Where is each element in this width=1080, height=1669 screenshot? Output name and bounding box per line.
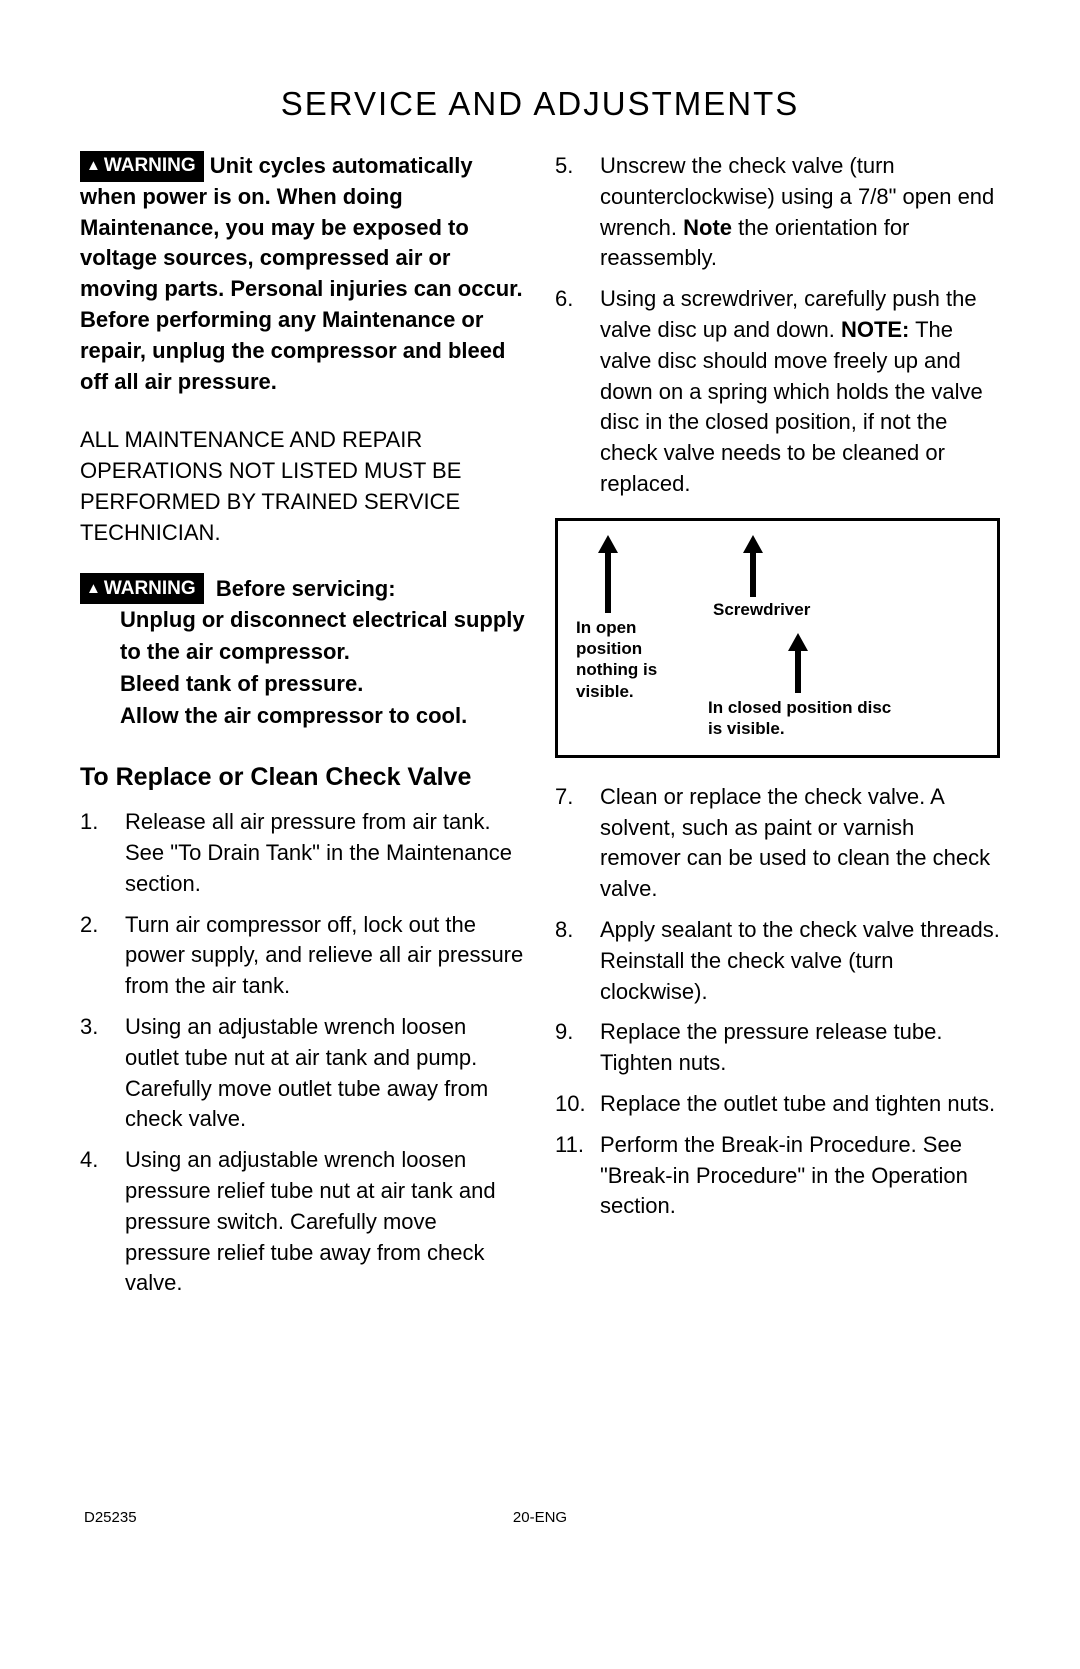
left-column: ▲WARNINGUnit cycles automatically when p… [80,151,525,1309]
warning-badge-icon: ▲WARNING [80,573,204,605]
footer-page-number: 20-ENG [513,1509,567,1526]
arrow-up-icon [788,633,808,693]
arrow-up-icon [743,535,763,597]
step-item: 8.Apply sealant to the check valve threa… [555,915,1000,1007]
step-number: 6. [555,284,600,315]
warning-label: WARNING [104,578,196,599]
warning-badge-icon: ▲WARNING [80,151,204,182]
step-item: 2.Turn air compressor off, lock out the … [80,910,525,1002]
step-item: 5. Unscrew the check valve (turn counter… [555,151,1000,274]
step-item: 4.Using an adjustable wrench loosen pres… [80,1145,525,1299]
step-text: Unscrew the check valve (turn counterclo… [600,151,1000,274]
step-item: 6. Using a screwdriver, carefully push t… [555,284,1000,500]
step-item: 3.Using an adjustable wrench loosen outl… [80,1012,525,1135]
warning-1-text: Unit cycles automatically when power is … [80,153,523,394]
step-text-post: The valve disc should move freely up and… [600,317,983,496]
all-maintenance-note: ALL MAINTENANCE AND REPAIR OPERATIONS NO… [80,425,525,548]
steps-list-right-post: 7.Clean or replace the check valve. A so… [555,782,1000,1222]
step-item: 11.Perform the Break-in Procedure. See "… [555,1130,1000,1222]
step-number: 2. [80,910,125,941]
step-item: 9.Replace the pressure release tube. Tig… [555,1017,1000,1079]
step-item: 7.Clean or replace the check valve. A so… [555,782,1000,905]
footer-doc-id: D25235 [84,1509,137,1526]
step-text-bold: NOTE: [841,317,909,342]
page-footer: D25235 20-ENG [80,1509,1000,1526]
step-number: 10. [555,1089,600,1120]
step-number: 1. [80,807,125,838]
step-text: Clean or replace the check valve. A solv… [600,782,1000,905]
arrow-up-icon [598,535,618,613]
step-text: Using a screwdriver, carefully push the … [600,284,1000,500]
warning-2-line: Bleed tank of pressure. [120,668,525,700]
step-text: Replace the pressure release tube. Tight… [600,1017,1000,1079]
step-text: Release all air pressure from air tank. … [125,807,525,899]
step-text: Turn air compressor off, lock out the po… [125,910,525,1002]
step-text: Replace the outlet tube and tighten nuts… [600,1089,1000,1120]
diagram-label-closed: In closed position disc is visible. [708,697,908,740]
page-title: SERVICE AND ADJUSTMENTS [80,85,1000,123]
right-column: 5. Unscrew the check valve (turn counter… [555,151,1000,1309]
step-number: 11. [555,1130,600,1161]
step-item: 1.Release all air pressure from air tank… [80,807,525,899]
content-columns: ▲WARNINGUnit cycles automatically when p… [80,151,1000,1309]
step-number: 3. [80,1012,125,1043]
step-number: 7. [555,782,600,813]
warning-block-2: ▲WARNING Before servicing: Unplug or dis… [80,573,525,732]
diagram-label-open: In open position nothing is visible. [576,617,681,702]
valve-diagram: In open position nothing is visible. Scr… [555,518,1000,758]
steps-list-left: 1.Release all air pressure from air tank… [80,807,525,1299]
step-text: Using an adjustable wrench loosen outlet… [125,1012,525,1135]
step-text: Using an adjustable wrench loosen pressu… [125,1145,525,1299]
step-number: 9. [555,1017,600,1048]
alert-triangle-icon: ▲ [86,578,101,600]
diagram-label-screwdriver: Screwdriver [713,599,810,620]
step-number: 4. [80,1145,125,1176]
step-number: 8. [555,915,600,946]
steps-list-right-pre: 5. Unscrew the check valve (turn counter… [555,151,1000,500]
warning-2-lead: Before servicing: [216,576,396,601]
step-item: 10.Replace the outlet tube and tighten n… [555,1089,1000,1120]
section-heading: To Replace or Clean Check Valve [80,762,525,793]
step-text: Apply sealant to the check valve threads… [600,915,1000,1007]
warning-2-line: Unplug or disconnect electrical supply t… [120,604,525,668]
alert-triangle-icon: ▲ [86,155,101,176]
warning-block-1: ▲WARNINGUnit cycles automatically when p… [80,151,525,397]
step-number: 5. [555,151,600,182]
warning-2-line: Allow the air compressor to cool. [120,700,525,732]
step-text-bold: Note [683,215,732,240]
step-text: Perform the Break-in Procedure. See "Bre… [600,1130,1000,1222]
warning-label: WARNING [104,155,196,176]
